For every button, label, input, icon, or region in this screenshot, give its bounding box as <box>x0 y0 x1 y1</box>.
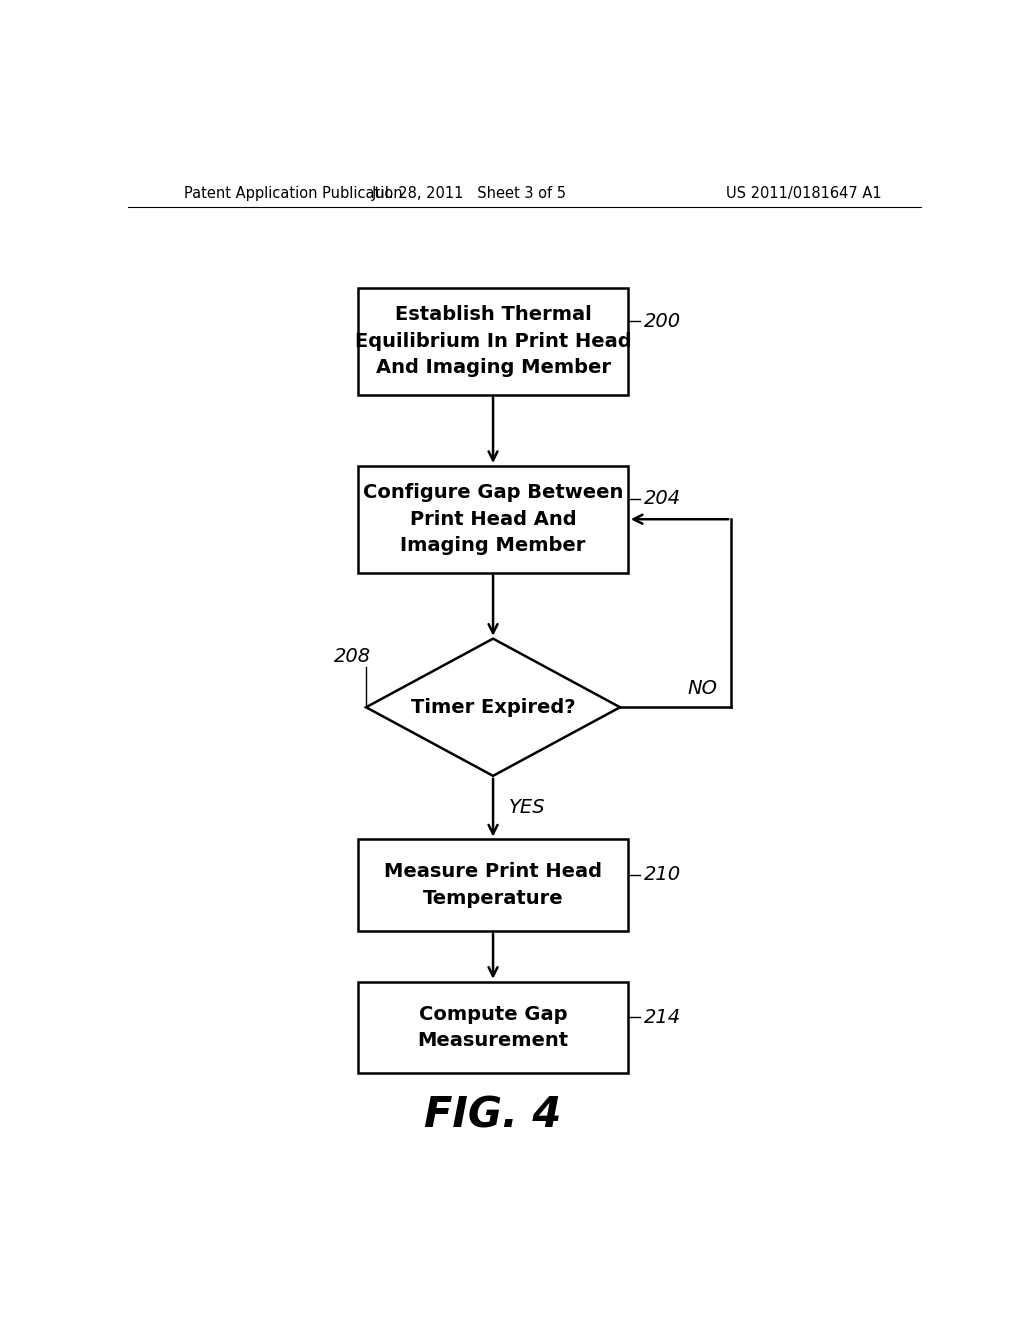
Text: YES: YES <box>509 799 546 817</box>
Text: Compute Gap
Measurement: Compute Gap Measurement <box>418 1005 568 1051</box>
Text: 210: 210 <box>644 866 681 884</box>
Text: Patent Application Publication: Patent Application Publication <box>183 186 402 202</box>
Bar <box>358 288 628 395</box>
Text: Measure Print Head
Temperature: Measure Print Head Temperature <box>384 862 602 908</box>
Bar <box>358 982 628 1073</box>
Text: Establish Thermal
Equilibrium In Print Head
And Imaging Member: Establish Thermal Equilibrium In Print H… <box>354 305 632 378</box>
Bar <box>358 840 628 931</box>
Polygon shape <box>367 639 620 776</box>
Text: 200: 200 <box>644 312 681 330</box>
Text: FIG. 4: FIG. 4 <box>424 1094 562 1137</box>
Text: Timer Expired?: Timer Expired? <box>411 698 575 717</box>
Bar <box>358 466 628 573</box>
Text: US 2011/0181647 A1: US 2011/0181647 A1 <box>726 186 882 202</box>
Text: 214: 214 <box>644 1007 681 1027</box>
Text: NO: NO <box>687 680 718 698</box>
Text: Jul. 28, 2011   Sheet 3 of 5: Jul. 28, 2011 Sheet 3 of 5 <box>372 186 566 202</box>
Text: Configure Gap Between
Print Head And
Imaging Member: Configure Gap Between Print Head And Ima… <box>362 483 624 556</box>
Text: 208: 208 <box>334 647 372 665</box>
Text: 204: 204 <box>644 490 681 508</box>
